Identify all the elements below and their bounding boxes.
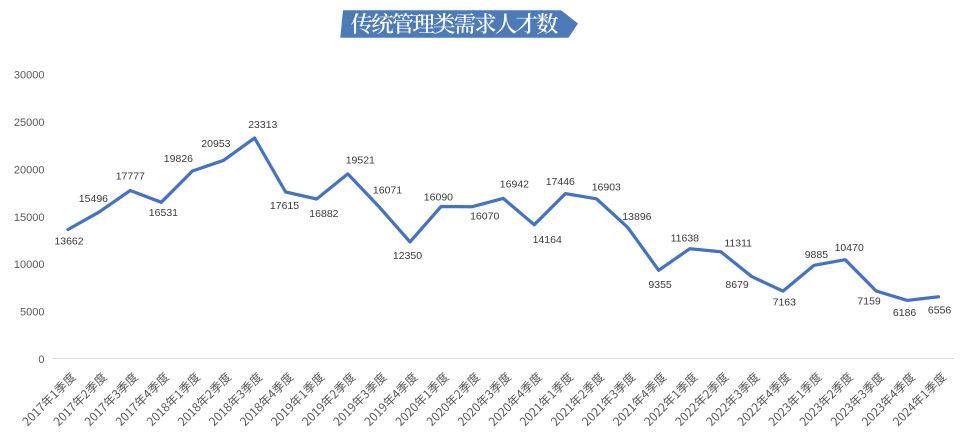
svg-text:19521: 19521 — [346, 155, 375, 167]
svg-text:6186: 6186 — [893, 307, 917, 319]
svg-text:15496: 15496 — [79, 193, 108, 205]
svg-text:17615: 17615 — [270, 200, 299, 212]
svg-text:11311: 11311 — [724, 237, 752, 249]
svg-text:12350: 12350 — [393, 250, 422, 262]
svg-text:16882: 16882 — [309, 208, 338, 220]
svg-text:20000: 20000 — [14, 164, 45, 176]
svg-text:9885: 9885 — [805, 249, 829, 261]
svg-text:19826: 19826 — [164, 153, 193, 165]
svg-text:16071: 16071 — [373, 185, 402, 197]
svg-text:16531: 16531 — [149, 207, 178, 219]
svg-text:13662: 13662 — [54, 236, 83, 248]
svg-text:9355: 9355 — [648, 279, 672, 291]
svg-text:16903: 16903 — [592, 182, 621, 194]
svg-text:25000: 25000 — [14, 117, 45, 129]
svg-text:16090: 16090 — [424, 191, 453, 203]
svg-text:17777: 17777 — [116, 170, 145, 182]
svg-text:7159: 7159 — [857, 296, 881, 308]
svg-text:13896: 13896 — [622, 211, 651, 223]
svg-text:16942: 16942 — [500, 179, 529, 191]
svg-text:8679: 8679 — [725, 279, 749, 291]
svg-text:7163: 7163 — [773, 296, 797, 308]
svg-text:20953: 20953 — [201, 138, 230, 150]
svg-text:10470: 10470 — [835, 242, 864, 254]
svg-text:6556: 6556 — [928, 304, 952, 316]
svg-text:10000: 10000 — [14, 259, 45, 271]
svg-text:23313: 23313 — [248, 119, 277, 131]
svg-text:11638: 11638 — [671, 232, 700, 244]
svg-text:0: 0 — [38, 354, 44, 366]
svg-text:5000: 5000 — [20, 307, 44, 319]
svg-text:30000: 30000 — [14, 70, 45, 82]
svg-text:14164: 14164 — [533, 234, 562, 246]
svg-text:15000: 15000 — [14, 212, 45, 224]
svg-text:17446: 17446 — [546, 176, 575, 188]
svg-text:16070: 16070 — [470, 210, 499, 222]
